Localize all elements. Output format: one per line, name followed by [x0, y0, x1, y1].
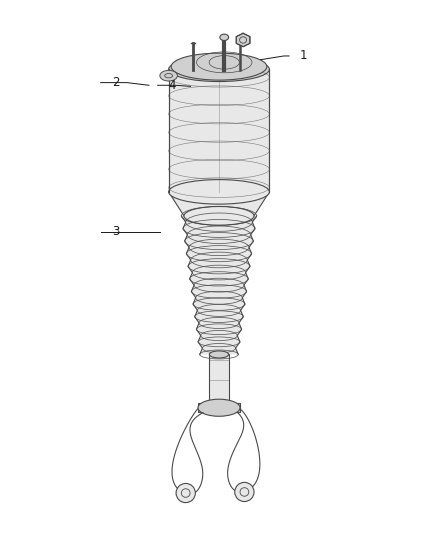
- Ellipse shape: [235, 482, 254, 502]
- Ellipse shape: [169, 180, 269, 204]
- Text: 2: 2: [112, 76, 119, 89]
- Ellipse shape: [160, 70, 177, 81]
- Ellipse shape: [198, 399, 240, 416]
- Ellipse shape: [171, 53, 267, 80]
- Text: 1: 1: [300, 50, 307, 62]
- Polygon shape: [236, 33, 250, 47]
- Polygon shape: [198, 403, 240, 412]
- Polygon shape: [169, 192, 269, 216]
- Polygon shape: [181, 216, 257, 354]
- Ellipse shape: [169, 57, 269, 82]
- Ellipse shape: [209, 351, 229, 358]
- Text: 3: 3: [112, 225, 119, 238]
- Ellipse shape: [209, 401, 229, 409]
- Polygon shape: [209, 354, 229, 405]
- Ellipse shape: [209, 55, 239, 69]
- Ellipse shape: [184, 206, 254, 225]
- Ellipse shape: [176, 483, 195, 503]
- Ellipse shape: [220, 34, 229, 41]
- Polygon shape: [169, 69, 269, 192]
- Text: 4: 4: [169, 79, 176, 92]
